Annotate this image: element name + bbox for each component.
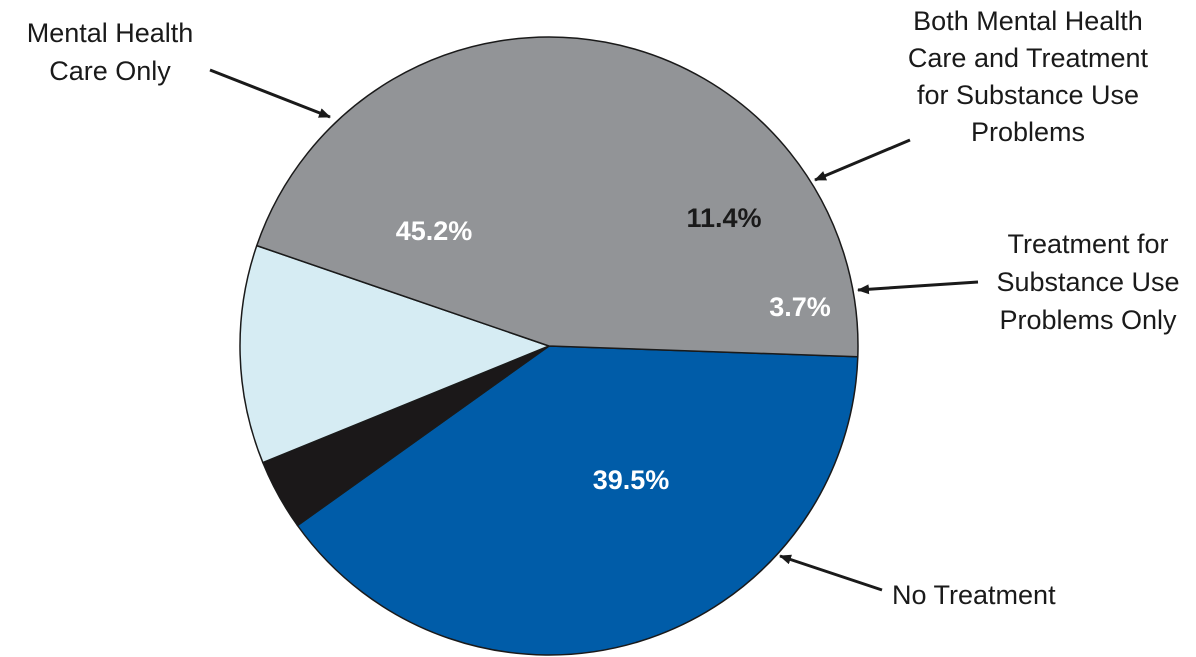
callout-label-line: Care Only: [49, 56, 171, 86]
callout-arrow: [779, 554, 883, 592]
callout-arrow: [209, 68, 331, 119]
callout-arrow: [814, 138, 911, 182]
slice-value-label: 39.5%: [593, 465, 670, 495]
callout-label-line: Problems Only: [999, 305, 1177, 335]
callout-label-treatment-for-substance-use-problems-only: Treatment for Substance Use Problems Only: [996, 229, 1179, 335]
slice-value-labels: 39.5% 3.7% 11.4% 45.2%: [396, 203, 831, 495]
callout-labels: No Treatment Treatment for Substance Use Pr…: [27, 6, 1180, 610]
slice-value-label: 45.2%: [396, 216, 473, 246]
slice-value-label: 3.7%: [769, 292, 831, 322]
pie-slice-no-treatment: [296, 345, 859, 656]
pie-slice-mental-health-care-only: [256, 36, 859, 358]
callout-label-line: Treatment for: [1007, 229, 1168, 259]
callout-label-no-treatment: No Treatment: [892, 580, 1056, 610]
pie-slices: [239, 36, 859, 656]
slice-value-label: 11.4%: [686, 203, 761, 233]
callout-label-line: No Treatment: [892, 580, 1056, 610]
callout-label-line: Both Mental Health: [913, 6, 1143, 36]
callout-arrows: [209, 68, 979, 592]
callout-label-line: Substance Use: [996, 267, 1179, 297]
callout-label-both-mental-health-care-and-treatment-for-substance-use-problems: Both Mental Health Care and Treatment for …: [908, 6, 1149, 147]
callout-label-line: for Substance Use: [917, 80, 1139, 110]
callout-label-line: Care and Treatment: [908, 43, 1149, 73]
callout-label-line: Mental Health: [27, 18, 194, 48]
callout-label-mental-health-care-only: Mental Health Care Only: [27, 18, 194, 86]
callout-arrow: [857, 280, 979, 295]
pie-slice-both-mental-health-care-and-treatment-for-substance-use-problems: [239, 244, 550, 464]
callout-label-line: Problems: [971, 117, 1085, 147]
